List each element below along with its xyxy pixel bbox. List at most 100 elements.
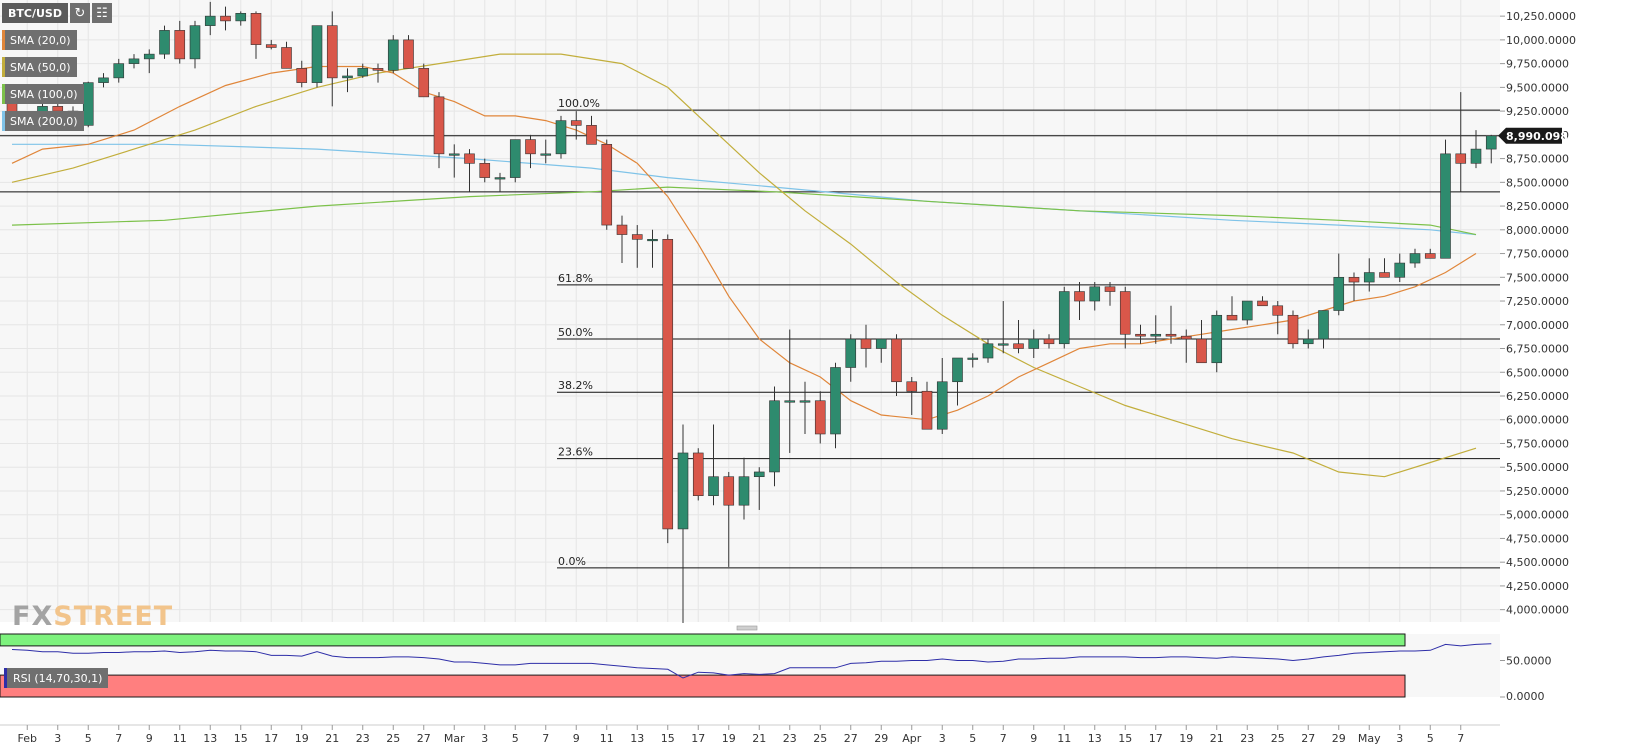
chart-settings-icon[interactable]: ☷ <box>91 3 112 23</box>
date-tick-label: 9 <box>1030 732 1037 745</box>
pane-separator <box>0 623 1627 633</box>
date-tick-label: Mar <box>444 732 465 745</box>
candle <box>1470 130 1482 169</box>
price-axis-background <box>1500 0 1627 622</box>
sma-200-label[interactable]: SMA (200,0) <box>2 111 84 131</box>
candle-body <box>1013 343 1024 349</box>
candle <box>1074 282 1085 321</box>
candle-body <box>1379 272 1390 278</box>
candle <box>921 381 933 430</box>
candle-body <box>936 381 948 430</box>
candle-body <box>1135 333 1146 337</box>
candle <box>509 139 521 183</box>
candle <box>98 73 109 88</box>
rsi-label[interactable]: RSI (14,70,30,1) <box>4 668 109 688</box>
candle <box>830 362 841 449</box>
date-tick-label: 3 <box>481 732 488 745</box>
candle <box>814 391 826 444</box>
candle-body <box>159 30 170 55</box>
sma-100-label[interactable]: SMA (100,0) <box>2 84 84 104</box>
date-tick-label: 9 <box>146 732 153 745</box>
candle-body <box>1455 153 1467 164</box>
price-tick-label: 7,500.0000 <box>1506 271 1569 284</box>
candle <box>1409 248 1421 268</box>
candle-body <box>1363 272 1375 283</box>
candle-body <box>1424 253 1436 259</box>
price-tick-label: 4,750.0000 <box>1506 532 1569 545</box>
date-tick-label: 15 <box>1118 732 1132 745</box>
candle-body <box>1272 305 1284 316</box>
candle-body <box>952 357 963 383</box>
candle-body <box>1196 338 1207 364</box>
candle <box>143 49 155 74</box>
candle-body <box>967 357 979 360</box>
price-tick-label: 4,000.0000 <box>1506 604 1569 617</box>
sma-20-label[interactable]: SMA (20,0) <box>2 30 77 50</box>
candle <box>1226 296 1238 321</box>
candle <box>1165 305 1177 344</box>
candle-body <box>906 381 918 392</box>
rsi-line <box>11 643 1492 679</box>
date-tick-label: 25 <box>813 732 827 745</box>
candle-body <box>464 153 475 164</box>
price-tick-label: 5,250.0000 <box>1506 485 1569 498</box>
price-tick-label: 8,250.0000 <box>1506 200 1569 213</box>
candle <box>616 215 628 264</box>
sma-50-label[interactable]: SMA (50,0) <box>2 57 77 77</box>
refresh-icon[interactable]: ↻ <box>69 3 90 23</box>
candle-body <box>875 338 887 349</box>
candle <box>586 115 597 145</box>
candle-body <box>448 153 460 156</box>
candle <box>555 115 567 159</box>
candle <box>1363 258 1375 292</box>
date-tick-label: 3 <box>939 732 946 745</box>
candle <box>403 35 414 69</box>
candle-body <box>1348 276 1360 283</box>
candle-body <box>1043 338 1055 345</box>
candle <box>1180 329 1192 363</box>
candle-body <box>677 452 689 530</box>
candle-body <box>387 39 399 71</box>
candle-body <box>1470 148 1482 164</box>
candle-body <box>708 476 719 497</box>
price-tick-label: 9,500.0000 <box>1506 81 1569 94</box>
candle-body <box>784 400 796 403</box>
fibonacci-label: 0.0% <box>558 555 586 568</box>
candle-body <box>692 452 704 497</box>
symbol-label[interactable]: BTC/USD <box>2 3 68 23</box>
candle <box>906 376 918 415</box>
candle-body <box>540 153 552 156</box>
candle-body <box>1302 338 1314 345</box>
date-tick-label: 25 <box>386 732 400 745</box>
candle-body <box>525 139 536 155</box>
candle-body <box>753 471 765 478</box>
price-tick-label: 6,750.0000 <box>1506 343 1569 356</box>
candle <box>1302 329 1314 349</box>
candle <box>418 63 430 98</box>
candle <box>982 339 994 363</box>
candle-body <box>830 367 841 435</box>
candle <box>128 54 140 69</box>
candle <box>753 467 765 510</box>
date-tick-label: 29 <box>1332 732 1346 745</box>
date-tick-label: 3 <box>54 732 61 745</box>
candle-body <box>296 68 308 83</box>
rsi-overbought-zone <box>0 633 1406 647</box>
price-tick-label: 5,750.0000 <box>1506 437 1569 450</box>
candle-body <box>723 476 735 506</box>
date-tick-label: 23 <box>356 732 370 745</box>
candle <box>631 225 643 268</box>
price-tick-label: 4,250.0000 <box>1506 580 1569 593</box>
date-tick-label: 21 <box>752 732 766 745</box>
last-price-label: 8,990.0983 <box>1506 130 1576 143</box>
candle <box>540 139 552 164</box>
candle <box>1135 324 1146 344</box>
candle <box>692 448 704 501</box>
candle <box>967 353 979 368</box>
candle <box>1272 301 1284 335</box>
candle <box>296 60 308 88</box>
fibonacci-label: 50.0% <box>558 326 593 339</box>
date-tick-label: 13 <box>203 732 217 745</box>
